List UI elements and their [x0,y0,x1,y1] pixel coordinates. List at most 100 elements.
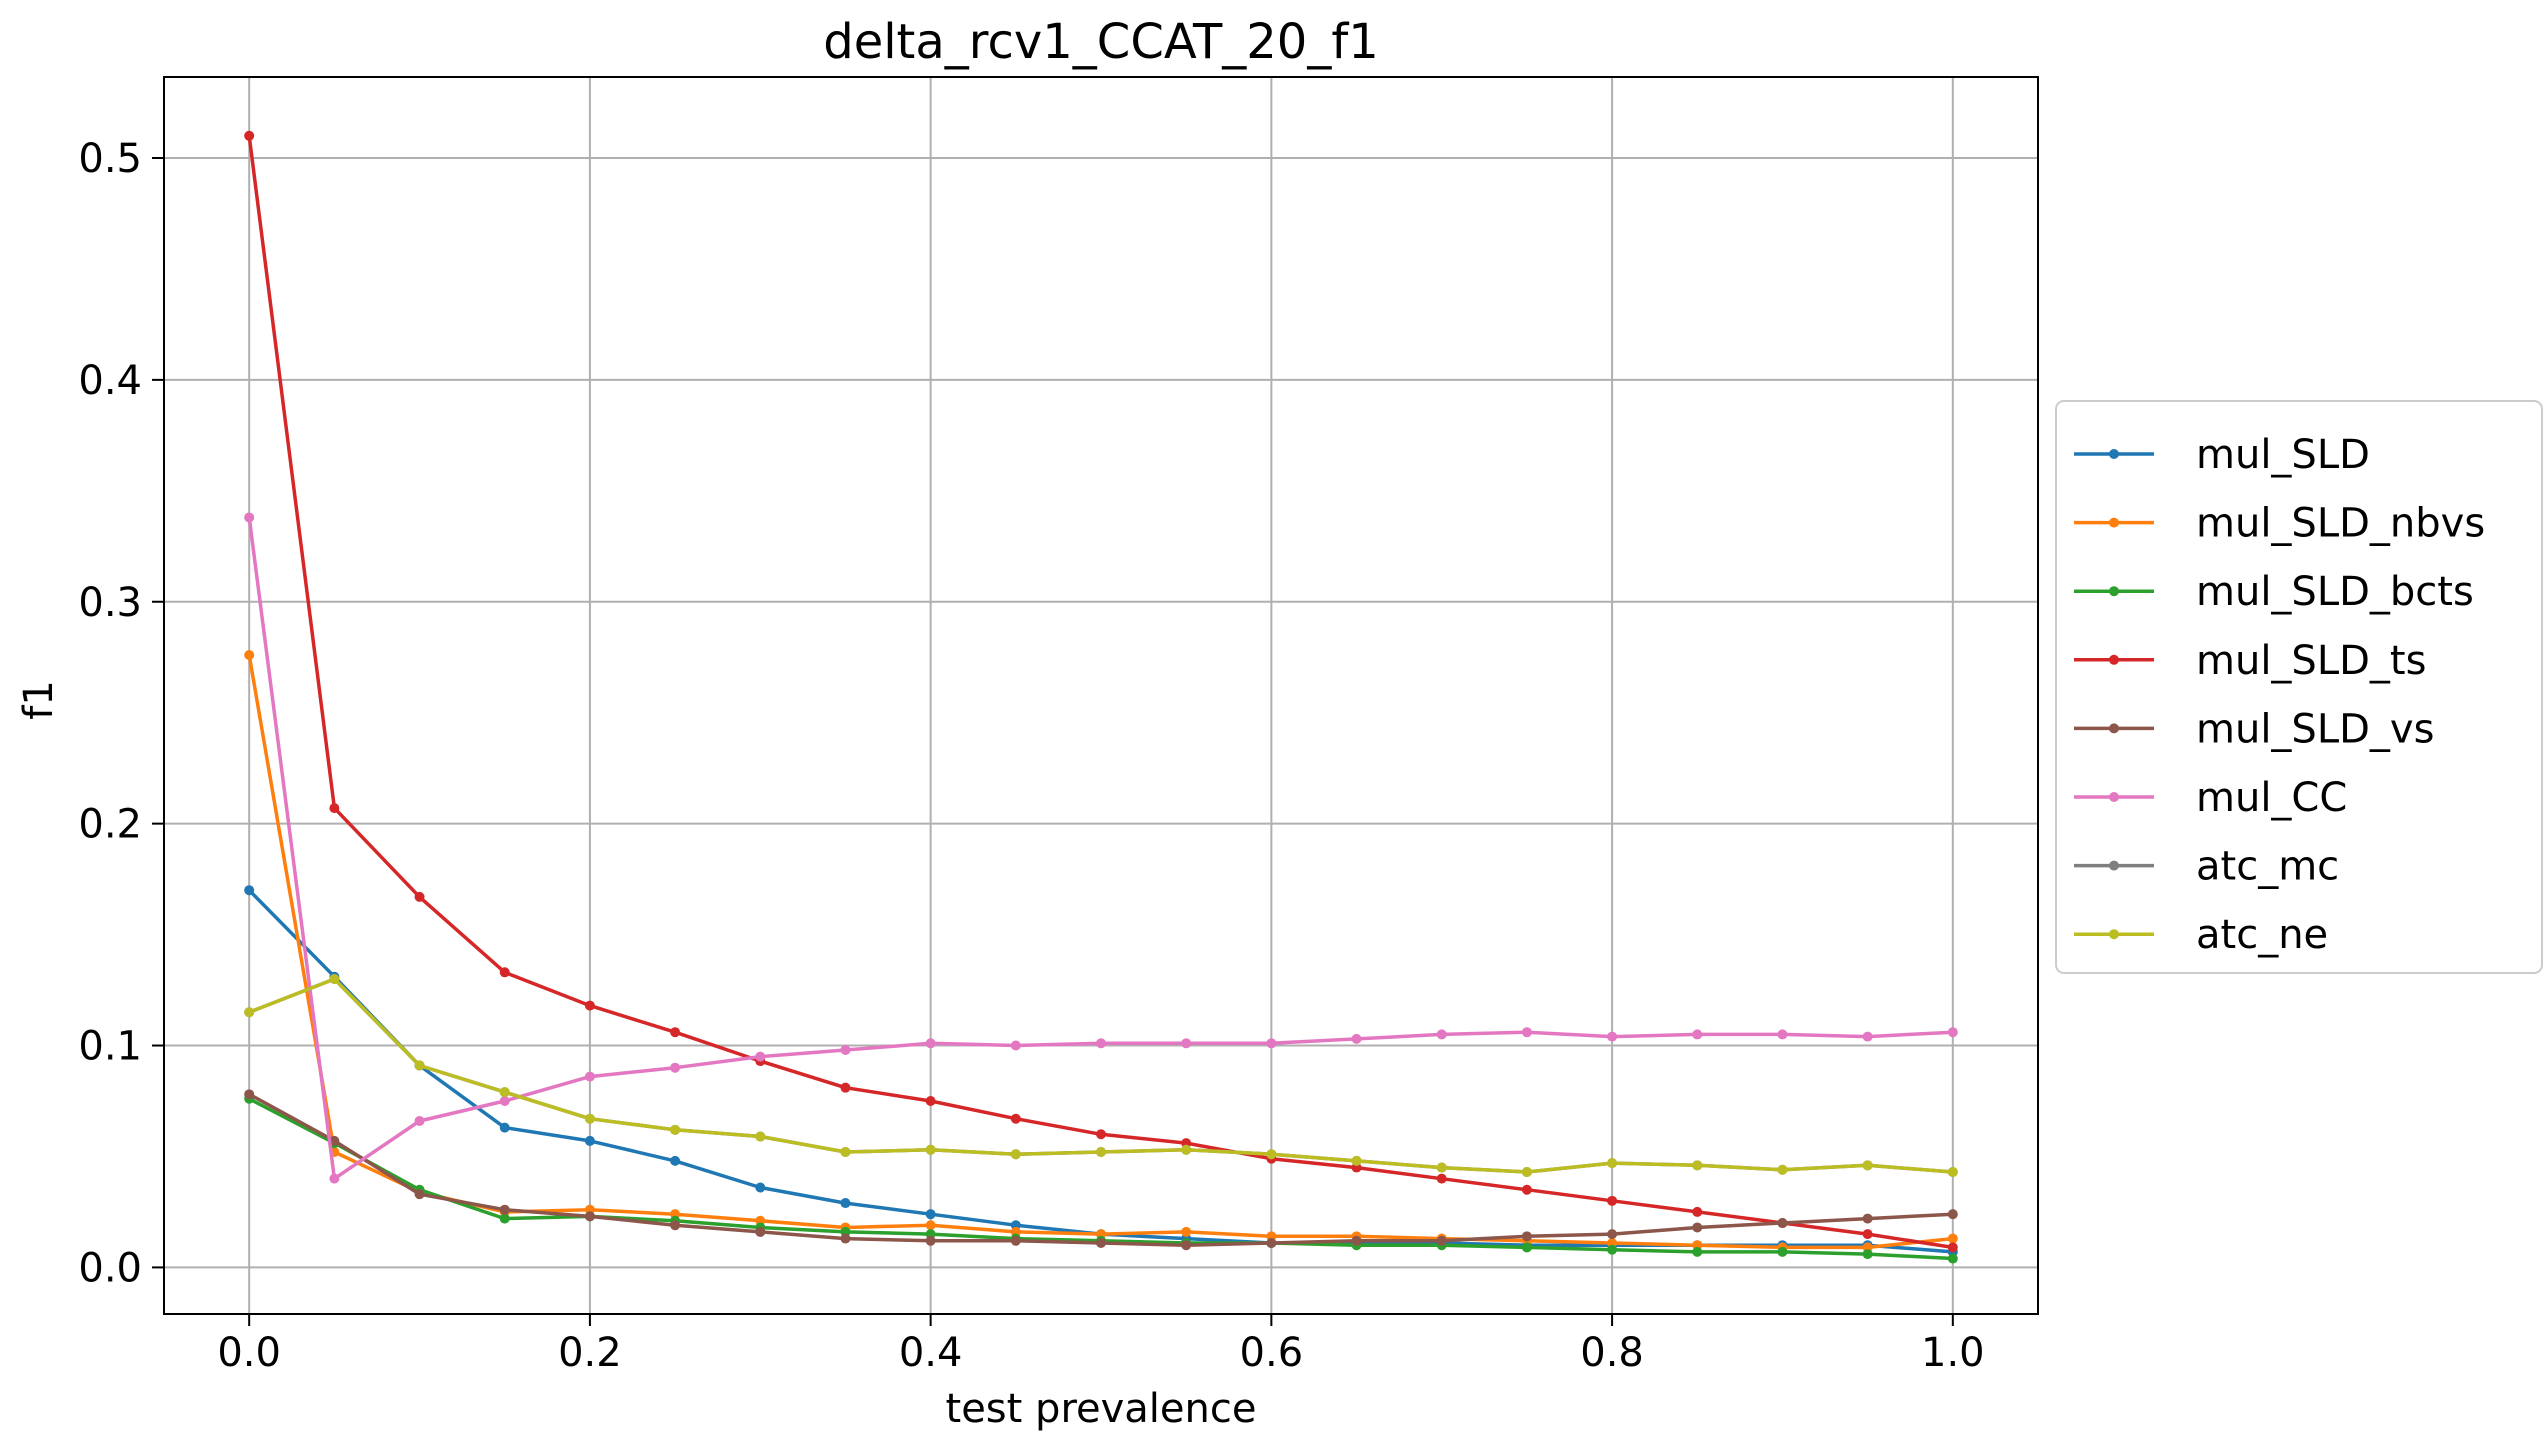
data-point [1351,1033,1362,1044]
data-point [244,512,255,523]
data-point [1947,1027,1958,1038]
data-point [499,1204,510,1215]
legend-item-mul_SLD_vs: mul_SLD_vs [2074,706,2434,752]
data-point [1777,1218,1788,1229]
legend-label: atc_mc [2196,844,2339,890]
data-point [244,130,255,141]
series-atc_ne [244,973,1958,1177]
data-point [670,1027,681,1038]
data-point [1777,1029,1788,1040]
data-point [1777,1246,1788,1257]
y-tick-label: 0.4 [78,358,142,404]
data-point [925,1144,936,1155]
data-point [1181,1038,1192,1049]
data-point [1862,1229,1873,1240]
data-point [670,1062,681,1073]
data-point [1266,1038,1277,1049]
data-point [499,1095,510,1106]
data-point [1266,1149,1277,1160]
data-point [840,1147,851,1158]
data-point [244,650,255,661]
data-point [1947,1233,1958,1244]
legend-swatch-marker [2109,723,2119,734]
data-point [925,1209,936,1220]
plot-frame [163,76,2039,1315]
data-point [414,1115,425,1126]
x-axis-label: test prevalence [946,1386,1257,1432]
data-point [1436,1029,1447,1040]
data-point [755,1131,766,1142]
x-tick-label: 0.2 [558,1330,622,1376]
legend-label: atc_ne [2196,912,2328,958]
data-point [1947,1253,1958,1264]
y-tick-label: 0.5 [78,136,142,182]
data-point [1607,1158,1618,1169]
data-point [1096,1038,1106,1049]
x-tick-label: 1.0 [1921,1330,1985,1376]
data-point [1607,1244,1618,1255]
data-point [584,1071,595,1082]
data-point [584,1211,595,1222]
legend-item-atc_ne: atc_ne [2074,912,2328,958]
data-point [925,1095,936,1106]
data-point [1862,1031,1873,1042]
data-point [1692,1222,1703,1233]
series-mul_CC [244,512,1958,1184]
data-point [1521,1231,1532,1242]
legend-swatch-marker [2109,449,2119,459]
legend-item-mul_SLD: mul_SLD [2074,432,2370,478]
data-point [1607,1229,1618,1240]
data-point [925,1235,936,1246]
data-point [1266,1237,1277,1248]
data-point [499,1087,510,1098]
data-point [414,891,425,902]
data-point [1181,1226,1192,1237]
data-point [329,973,340,984]
series-mul_SLD_vs [244,1089,1958,1251]
data-point [1010,1040,1021,1051]
y-tick-label: 0.3 [78,580,142,626]
legend-label: mul_SLD [2196,432,2370,478]
data-point [584,1135,595,1146]
data-point [1351,1235,1362,1246]
data-point [840,1082,851,1093]
data-point [1436,1162,1447,1173]
data-point [1010,1149,1021,1160]
data-point [1096,1129,1106,1140]
data-point [414,1060,425,1071]
data-point [1436,1235,1447,1246]
data-point [840,1233,851,1244]
legend-item-mul_SLD_nbvs: mul_SLD_nbvs [2074,501,2485,547]
data-point [840,1044,851,1055]
y-tick-label: 0.0 [78,1245,142,1291]
legend-item-mul_SLD_bcts: mul_SLD_bcts [2074,569,2474,615]
data-point [329,803,340,814]
data-point [244,1007,255,1018]
data-point [1521,1166,1532,1177]
legend-label: mul_SLD_bcts [2196,569,2474,615]
legend-label: mul_SLD_vs [2196,706,2434,752]
data-point [1096,1147,1106,1158]
x-tick-label: 0.8 [1580,1330,1644,1376]
legend-label: mul_SLD_nbvs [2196,501,2485,547]
legend-label: mul_SLD_ts [2196,638,2426,684]
data-point [755,1182,766,1193]
data-point [1947,1166,1958,1177]
data-point [1692,1029,1703,1040]
legend-swatch-marker [2109,929,2119,940]
data-point [1607,1195,1618,1206]
data-point [499,1122,510,1133]
data-point [1521,1242,1532,1253]
chart-title: delta_rcv1_CCAT_20_f1 [823,14,1379,70]
data-point [925,1220,936,1231]
data-point [840,1198,851,1209]
data-point [1947,1242,1958,1253]
data-point [1181,1240,1192,1251]
data-point [1521,1027,1532,1038]
data-point [584,1000,595,1011]
data-point [1777,1164,1788,1175]
data-point [1351,1155,1362,1166]
data-point [1692,1206,1703,1217]
legend-swatch-marker [2109,860,2119,871]
